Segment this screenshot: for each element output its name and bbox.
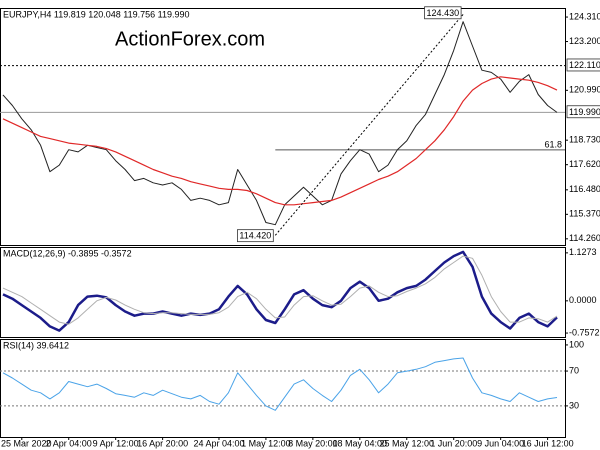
x-tick-label: 2 Apr 04:00 <box>46 438 92 448</box>
series-line <box>2 255 558 325</box>
value-label: 124.430 <box>427 8 460 18</box>
y-tick-label: 120.990 <box>569 85 600 95</box>
fib-label: 61.8 <box>544 139 562 149</box>
y-tick-label: 117.620 <box>569 159 600 169</box>
series-line <box>2 76 558 206</box>
y-tick-label: 114.260 <box>569 233 600 243</box>
y-tick-label: -0.7572 <box>569 327 600 337</box>
y-tick-label: 124.310 <box>569 11 600 21</box>
x-tick-label: 9 Apr 12:00 <box>93 438 139 448</box>
trend-line <box>274 14 464 236</box>
x-tick-label: 1 Jun 20:00 <box>430 438 477 448</box>
y-tick-label: 0.0000 <box>569 295 597 305</box>
x-tick-label: 8 May 20:00 <box>288 438 338 448</box>
y-tick-label: 116.480 <box>569 184 600 194</box>
series-line <box>2 250 558 332</box>
panel-title: EURJPY,H4 119.819 120.048 119.756 119.99… <box>3 9 189 19</box>
y-tick-label: 118.730 <box>569 135 600 145</box>
series-line <box>2 21 558 226</box>
panel-frame <box>0 8 566 246</box>
label-box <box>566 105 600 119</box>
x-tick-label: 16 Jun 12:00 <box>522 438 574 448</box>
x-tick-label: 24 Apr 04:00 <box>193 438 244 448</box>
x-tick-label: 9 Jun 04:00 <box>477 438 524 448</box>
panel-frame <box>0 339 566 438</box>
watermark: ActionForex.com <box>115 28 265 50</box>
y-tick-label: 115.370 <box>569 209 600 219</box>
panel-title: RSI(14) 39.6412 <box>3 340 69 350</box>
panel-title: MACD(12,26,9) -0.3895 -0.3572 <box>3 248 132 258</box>
y-tick-label: 30 <box>569 400 579 410</box>
label-box <box>237 229 274 243</box>
value-label: 119.990 <box>569 107 600 117</box>
x-tick-label: 18 May 04:00 <box>333 438 388 448</box>
series-line <box>2 357 558 411</box>
x-tick-label: 16 Apr 20:00 <box>137 438 188 448</box>
value-label: 122.110 <box>569 60 600 70</box>
x-tick-label: 25 Mar 2020 <box>1 438 52 448</box>
y-tick-label: 123.200 <box>569 36 600 46</box>
y-tick-label: 100 <box>569 339 584 349</box>
x-tick-label: 25 May 12:00 <box>379 438 434 448</box>
value-label: 114.420 <box>239 231 271 241</box>
label-box <box>566 58 600 72</box>
y-tick-label: 70 <box>569 365 579 375</box>
y-tick-label: 1.1273 <box>569 247 597 257</box>
x-tick-label: 1 May 12:00 <box>241 438 291 448</box>
label-box <box>424 6 462 20</box>
panel-frame <box>0 247 566 338</box>
